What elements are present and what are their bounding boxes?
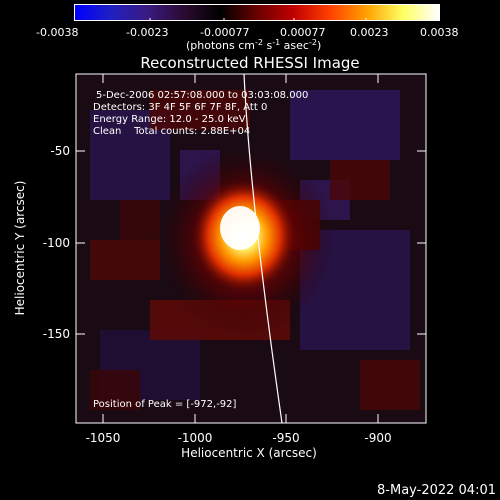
x-tick-marks	[102, 74, 379, 423]
y-tick-label: -100	[43, 236, 70, 250]
rhessi-image	[76, 74, 426, 423]
x-tick-labels: -1050 -1000 -950 -900	[86, 431, 392, 445]
info-block: 5-Dec-2006 02:57:08.000 to 03:03:08.000 …	[93, 90, 308, 137]
solar-limb-line	[243, 74, 283, 423]
colorbar-tick: 0.00077	[280, 26, 326, 39]
energy-range: Energy Range: 12.0 - 25.0 keV	[93, 114, 246, 125]
x-tick-label: -1000	[178, 431, 213, 445]
colorbar-gradient	[75, 5, 439, 20]
colorbar	[74, 4, 440, 21]
colorbar-unit: (photons cm-2 s-1 asec-2)	[186, 38, 321, 52]
clean-counts: Clean Total counts: 2.88E+04	[93, 126, 250, 137]
footer-date: 8-May-2022 04:01	[377, 483, 496, 498]
detectors: Detectors: 3F 4F 5F 6F 7F 8F, Att 0	[93, 102, 267, 113]
y-tick-labels: -50 -100 -150	[43, 144, 70, 341]
colorbar-tick: -0.0023	[126, 26, 168, 39]
y-tick-label: -150	[43, 327, 70, 341]
y-tick-label: -50	[50, 144, 70, 158]
x-tick-label: -1050	[86, 431, 121, 445]
time-range: 5-Dec-2006 02:57:08.000 to 03:03:08.000	[96, 90, 308, 101]
colorbar-tick: 0.0038	[420, 26, 459, 39]
colorbar-tick: -0.00077	[200, 26, 249, 39]
y-tick-marks	[76, 150, 426, 335]
x-tick-label: -950	[272, 431, 299, 445]
y-axis-label: Heliocentric Y (arcsec)	[13, 181, 27, 316]
colorbar-tick: 0.0023	[350, 26, 389, 39]
x-tick-label: -900	[364, 431, 391, 445]
colorbar-tick: -0.0038	[36, 26, 78, 39]
plot-frame	[75, 73, 427, 424]
plot-title: Reconstructed RHESSI Image	[140, 54, 359, 72]
x-axis-label: Heliocentric X (arcsec)	[181, 446, 317, 460]
colorbar-ticks: -0.0038 -0.0023 -0.00077 0.00077 0.0023 …	[36, 26, 459, 39]
peak-position: Position of Peak = [-972,-92]	[93, 399, 237, 410]
